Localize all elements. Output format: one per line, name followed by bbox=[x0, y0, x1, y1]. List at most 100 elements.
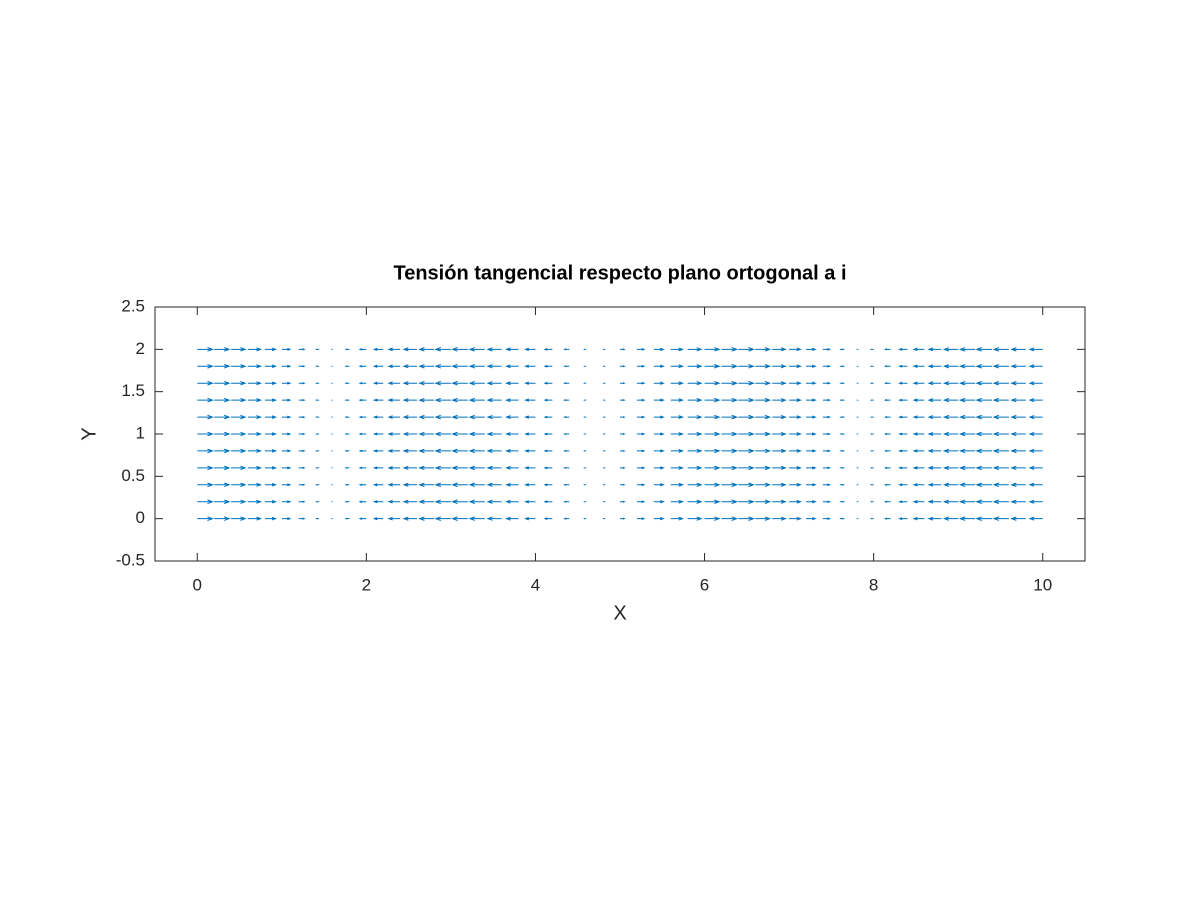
arrow bbox=[992, 347, 1009, 352]
arrow bbox=[1028, 431, 1043, 437]
arrow bbox=[418, 448, 434, 454]
arrow bbox=[505, 347, 519, 352]
arrow bbox=[358, 415, 367, 419]
arrow bbox=[468, 347, 485, 352]
arrow bbox=[451, 516, 468, 521]
arrow bbox=[387, 364, 401, 369]
arrow bbox=[281, 517, 292, 521]
arrow bbox=[755, 414, 772, 420]
arrow bbox=[281, 432, 292, 436]
arrow bbox=[806, 347, 817, 351]
arrow bbox=[1028, 398, 1043, 403]
arrow bbox=[315, 348, 320, 351]
arrow bbox=[231, 364, 247, 369]
arrow bbox=[197, 516, 214, 521]
arrow bbox=[958, 482, 976, 488]
y-tick-label: 0.5 bbox=[121, 466, 145, 485]
arrow bbox=[789, 516, 802, 521]
arrow bbox=[772, 347, 787, 352]
arrow bbox=[942, 398, 959, 403]
arrow bbox=[755, 431, 772, 437]
arrow bbox=[738, 347, 755, 352]
arrow bbox=[898, 364, 908, 368]
arrow bbox=[992, 499, 1009, 504]
arrow bbox=[636, 500, 646, 504]
arrow bbox=[772, 482, 787, 487]
arrow bbox=[248, 381, 263, 386]
arrow bbox=[231, 465, 247, 471]
arrow bbox=[1028, 347, 1043, 352]
arrow bbox=[822, 466, 832, 470]
arrow bbox=[468, 364, 485, 369]
arrow bbox=[248, 448, 263, 453]
arrow bbox=[927, 364, 942, 369]
arrow bbox=[1010, 381, 1026, 386]
arrow bbox=[418, 397, 434, 403]
arrow bbox=[975, 397, 992, 403]
arrow bbox=[1028, 482, 1043, 487]
arrow bbox=[653, 466, 665, 470]
arrow bbox=[524, 432, 536, 436]
arrow bbox=[524, 347, 536, 351]
arrow bbox=[402, 516, 418, 521]
arrow bbox=[869, 467, 874, 469]
arrow bbox=[755, 397, 772, 403]
arrow bbox=[298, 432, 306, 436]
arrow bbox=[620, 466, 626, 469]
arrow bbox=[912, 432, 925, 436]
arrow bbox=[869, 500, 874, 503]
arrow bbox=[636, 415, 646, 419]
arrow bbox=[231, 499, 247, 504]
arrow bbox=[264, 381, 278, 385]
arrow bbox=[704, 397, 721, 403]
arrow bbox=[975, 414, 992, 420]
arrow bbox=[839, 500, 846, 503]
arrow bbox=[451, 465, 468, 471]
arrow bbox=[214, 516, 231, 521]
arrow bbox=[197, 448, 214, 454]
arrow bbox=[418, 364, 434, 369]
arrow bbox=[543, 500, 553, 504]
arrow bbox=[755, 482, 772, 488]
arrow bbox=[358, 432, 367, 436]
arrow bbox=[298, 466, 306, 469]
arrow bbox=[372, 364, 384, 368]
arrow bbox=[912, 449, 925, 453]
arrow bbox=[738, 465, 755, 471]
arrow bbox=[670, 364, 685, 369]
arrow bbox=[402, 381, 418, 386]
arrow bbox=[898, 432, 908, 436]
arrow bbox=[839, 348, 846, 351]
arrow bbox=[822, 348, 832, 351]
arrow bbox=[451, 431, 468, 437]
arrow bbox=[755, 347, 772, 352]
arrow bbox=[372, 500, 384, 504]
arrow bbox=[231, 397, 247, 403]
arrow bbox=[543, 347, 553, 351]
arrow bbox=[387, 432, 401, 436]
arrow bbox=[958, 414, 976, 420]
arrow bbox=[670, 499, 685, 504]
arrow bbox=[281, 415, 292, 419]
arrow bbox=[975, 448, 992, 454]
arrow bbox=[264, 449, 278, 453]
arrow bbox=[772, 381, 787, 386]
arrow bbox=[704, 431, 721, 437]
arrow bbox=[620, 483, 626, 486]
arrow bbox=[653, 449, 665, 453]
arrow bbox=[358, 483, 367, 487]
arrow bbox=[358, 398, 367, 402]
arrow bbox=[839, 466, 846, 469]
arrow bbox=[543, 364, 553, 368]
arrow bbox=[451, 363, 468, 369]
arrow bbox=[264, 432, 278, 436]
arrow bbox=[197, 482, 214, 488]
arrow bbox=[344, 517, 350, 520]
arrow bbox=[281, 466, 292, 470]
arrow bbox=[563, 500, 570, 503]
arrow bbox=[636, 364, 646, 368]
arrow bbox=[451, 414, 468, 420]
arrow bbox=[992, 465, 1009, 471]
arrow bbox=[620, 348, 626, 351]
arrow bbox=[927, 381, 942, 386]
